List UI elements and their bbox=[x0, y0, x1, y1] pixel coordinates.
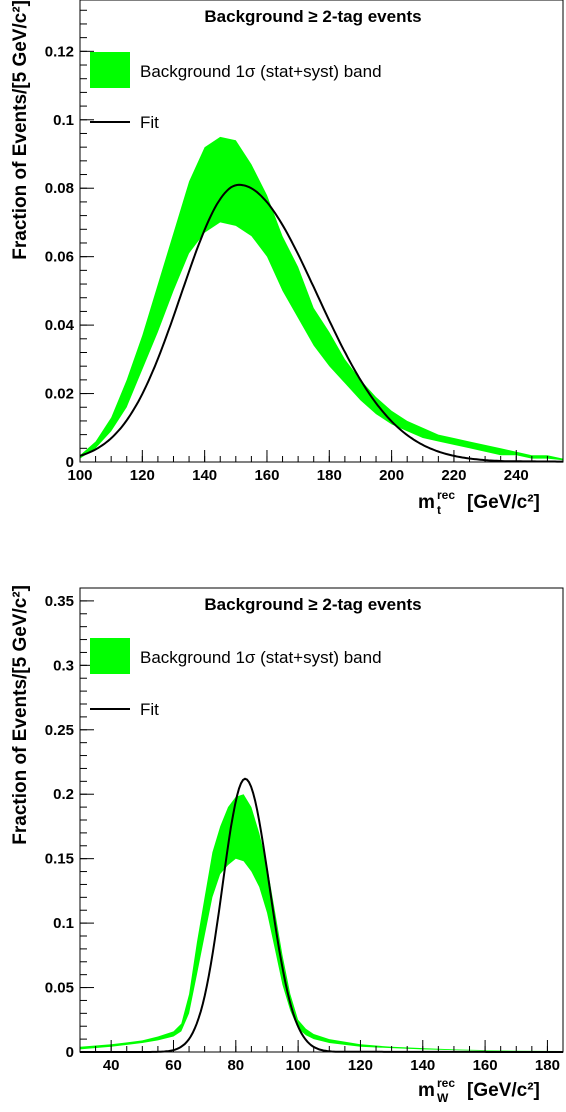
bottom-x-tick-label: 180 bbox=[535, 1057, 560, 1074]
bottom-y-tick-label: 0.35 bbox=[45, 593, 74, 610]
bottom-x-tick-label: 80 bbox=[227, 1057, 244, 1074]
bottom-x-axis-title-main: m bbox=[418, 1080, 435, 1101]
bottom-x-tick-label: 120 bbox=[348, 1057, 373, 1074]
top-y-tick-label: 0.12 bbox=[45, 43, 74, 60]
bottom-x-tick-label: 140 bbox=[410, 1057, 435, 1074]
top-y-tick-label: 0.08 bbox=[45, 180, 74, 197]
bottom-axis-layer: 40 60 80 100 120 140 160 180 0 0.05 0.1 0.15 0.2 0.25… bbox=[45, 587, 564, 1074]
bottom-x-axis-title-sup: rec bbox=[437, 1076, 455, 1090]
top-chart-panel: 100 120 140 160 180 200 220 240 0 0.02 0.04 0.06 0.0… bbox=[10, 0, 564, 517]
top-legend-band-label: Background 1σ (stat+syst) band bbox=[140, 62, 382, 81]
bottom-x-axis-title-sub: W bbox=[437, 1091, 449, 1105]
top-x-tick-label: 180 bbox=[317, 467, 342, 484]
bottom-y-tick-label: 0.25 bbox=[45, 722, 74, 739]
top-fit-layer bbox=[79, 183, 563, 463]
top-legend: Background ≥ 2-tag events Background 1σ … bbox=[90, 7, 422, 132]
top-legend-band-swatch bbox=[90, 52, 130, 88]
bottom-y-tick-label: 0.05 bbox=[45, 980, 74, 997]
top-x-axis-title-sub: t bbox=[437, 503, 441, 517]
bottom-x-axis-title: m rec W [GeV/c²] bbox=[418, 1076, 540, 1105]
top-y-axis-title: Fraction of Events/[5 GeV/c²] bbox=[10, 0, 31, 260]
bottom-band-layer bbox=[80, 794, 563, 1052]
bottom-x-tick-label: 60 bbox=[165, 1057, 182, 1074]
top-y-tick-label: 0.1 bbox=[53, 112, 74, 129]
top-fit-curve bbox=[79, 183, 563, 463]
top-x-axis-title-sup: rec bbox=[437, 488, 455, 502]
top-x-axis-title-unit: [GeV/c²] bbox=[467, 492, 540, 513]
bottom-x-tick-label: 160 bbox=[473, 1057, 498, 1074]
bottom-x-axis-title-unit: [GeV/c²] bbox=[467, 1080, 540, 1101]
top-y-tick-label: 0 bbox=[66, 454, 74, 471]
bottom-uncertainty-band bbox=[80, 794, 563, 1052]
top-y-tick-label: 0.02 bbox=[45, 386, 74, 403]
top-x-tick-label: 120 bbox=[130, 467, 155, 484]
top-plot-frame bbox=[79, 0, 564, 463]
bottom-x-tick-label: 100 bbox=[286, 1057, 311, 1074]
top-y-tick-label: 0.06 bbox=[45, 249, 74, 266]
bottom-y-tick-label: 0 bbox=[66, 1044, 74, 1061]
top-x-tick-label: 140 bbox=[192, 467, 217, 484]
bottom-y-tick-label: 0.1 bbox=[53, 915, 74, 932]
bottom-legend-fit-label: Fit bbox=[140, 700, 159, 719]
bottom-legend: Background ≥ 2-tag events Background 1σ … bbox=[90, 595, 422, 719]
top-uncertainty-band bbox=[80, 136, 563, 461]
top-x-tick-label: 160 bbox=[254, 467, 279, 484]
top-x-tick-label: 200 bbox=[379, 467, 404, 484]
top-x-axis-title: m rec t [GeV/c²] bbox=[418, 488, 540, 517]
bottom-y-tick-label: 0.2 bbox=[53, 786, 74, 803]
bottom-legend-title: Background ≥ 2-tag events bbox=[204, 595, 421, 614]
bottom-fit-curve bbox=[80, 777, 563, 1053]
top-x-axis-title-main: m bbox=[418, 492, 435, 513]
bottom-chart-panel: 40 60 80 100 120 140 160 180 0 0.05 0.1 0.15 0.2 0.25… bbox=[10, 585, 564, 1105]
top-legend-fit-label: Fit bbox=[140, 113, 159, 132]
bottom-legend-band-swatch bbox=[90, 638, 130, 674]
bottom-legend-band-label: Background 1σ (stat+syst) band bbox=[140, 648, 382, 667]
top-band-layer bbox=[80, 136, 563, 461]
bottom-plot-frame bbox=[79, 587, 564, 1053]
bottom-x-tick-label: 40 bbox=[103, 1057, 120, 1074]
top-y-tick-label: 0.04 bbox=[45, 317, 75, 334]
bottom-y-tick-label: 0.3 bbox=[53, 657, 74, 674]
top-x-tick-label: 100 bbox=[67, 467, 92, 484]
bottom-y-tick-label: 0.15 bbox=[45, 851, 74, 868]
bottom-fit-layer bbox=[80, 777, 563, 1053]
top-x-tick-label: 240 bbox=[504, 467, 529, 484]
bottom-y-axis-title: Fraction of Events/[5 GeV/c²] bbox=[10, 585, 31, 845]
top-legend-title: Background ≥ 2-tag events bbox=[204, 7, 421, 26]
top-x-tick-label: 220 bbox=[441, 467, 466, 484]
